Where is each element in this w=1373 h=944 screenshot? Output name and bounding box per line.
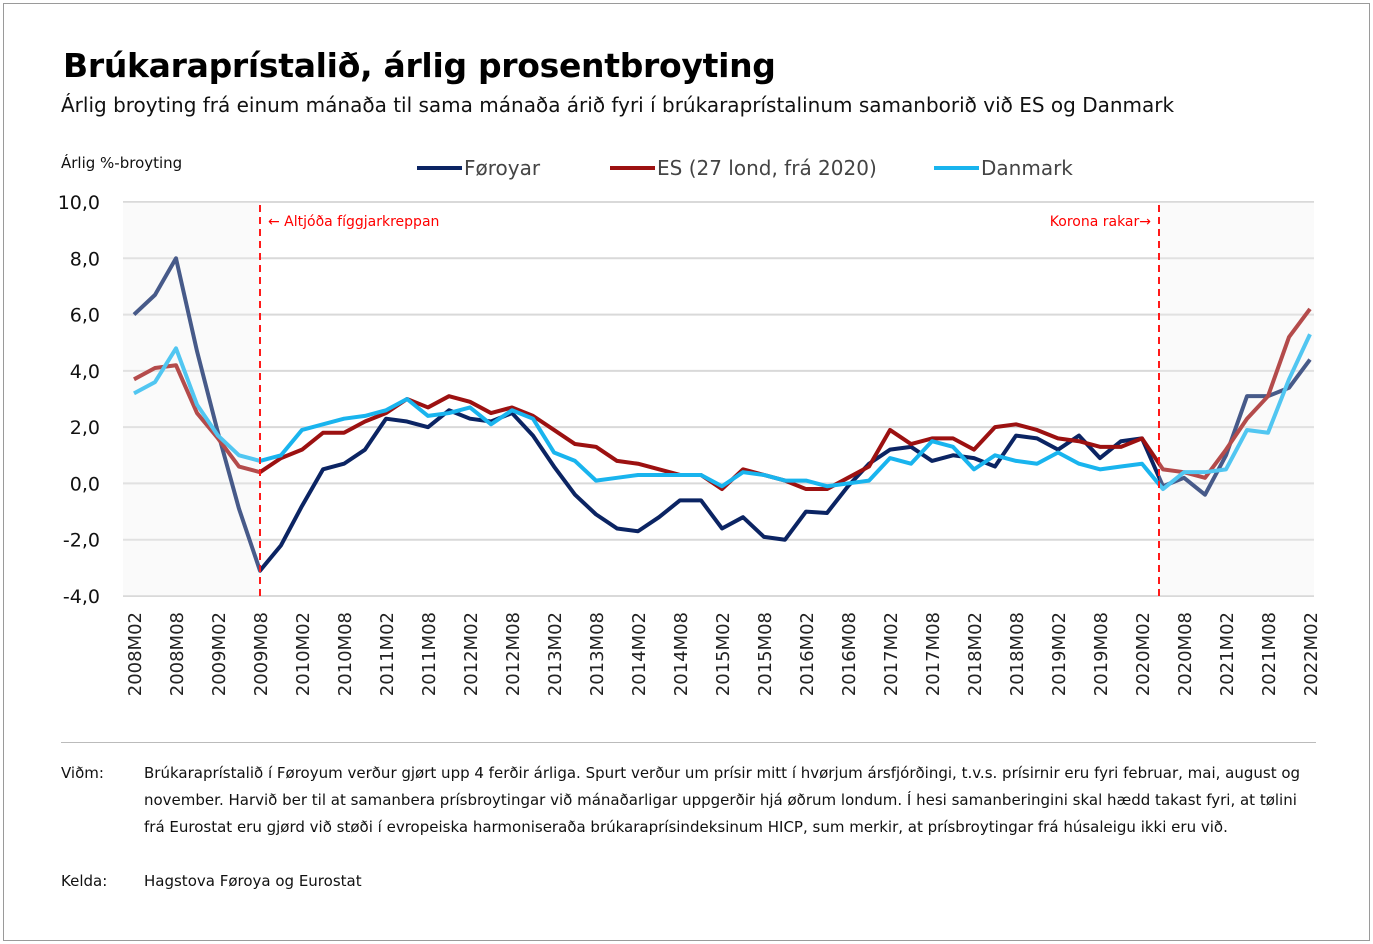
x-tick-label: 2019M02 — [1049, 612, 1070, 696]
divider — [61, 742, 1316, 743]
x-tick-label: 2010M08 — [335, 612, 356, 696]
x-tick-label: 2014M02 — [629, 612, 650, 696]
chart-frame: Brúkaraprístalið, árlig prosentbroyting … — [3, 3, 1370, 941]
x-tick-label: 2016M02 — [797, 612, 818, 696]
y-tick-label: 0,0 — [70, 473, 100, 495]
annotation-finance-crisis: ← Altjóða fíggjarkreppan — [268, 214, 439, 230]
notes: Viðm: Brúkaraprístalið í Føroyum verður … — [61, 760, 1314, 841]
y-tick-label: -4,0 — [63, 586, 100, 608]
chart-title: Brúkaraprístalið, árlig prosentbroyting — [63, 46, 776, 85]
x-tick-label: 2017M02 — [881, 612, 902, 696]
line-chart: 10,0 8,0 6,0 4,0 2,0 0,0 -2,0 -4,0 Árlig %-broyt… — [58, 153, 1322, 696]
legend-label: ES (27 lond, frá 2020) — [657, 156, 877, 180]
annotation-corona: Korona rakar→ — [1050, 214, 1151, 230]
x-tick-label: 2011M02 — [377, 612, 398, 696]
x-tick-label: 2012M08 — [503, 612, 524, 696]
x-tick-label: 2020M02 — [1133, 612, 1154, 696]
y-tick-label: 2,0 — [70, 417, 100, 439]
x-tick-label: 2017M08 — [923, 612, 944, 696]
x-tick-label: 2018M08 — [1007, 612, 1028, 696]
x-tick-label: 2008M02 — [125, 612, 146, 696]
y-tick-label: 4,0 — [70, 361, 100, 383]
x-tick-label: 2010M02 — [293, 612, 314, 696]
legend-label: Danmark — [981, 156, 1073, 180]
y-tick-label: -2,0 — [63, 530, 100, 552]
x-tick-label: 2022M02 — [1301, 612, 1322, 696]
y-tick-label: 6,0 — [70, 305, 100, 327]
x-tick-label: 2019M08 — [1091, 612, 1112, 696]
x-tick-label: 2021M08 — [1259, 612, 1280, 696]
x-tick-label: 2016M08 — [839, 612, 860, 696]
series-line-0 — [132, 256, 1312, 573]
y-tick-label: 8,0 — [70, 248, 100, 270]
x-tick-label: 2008M08 — [167, 612, 188, 696]
notes-text: Brúkaraprístalið í Føroyum verður gjørt … — [144, 764, 1301, 836]
series-line-2 — [133, 333, 1312, 492]
shaded-region-right — [1159, 202, 1314, 596]
chart-subtitle: Árlig broyting frá einum mánaða til sama… — [61, 93, 1175, 117]
x-tick-label: 2012M02 — [461, 612, 482, 696]
x-tick-label: 2009M08 — [251, 612, 272, 696]
x-tick-label: 2015M02 — [713, 612, 734, 696]
fade-overlay-right — [1159, 202, 1314, 596]
x-tick-label: 2018M02 — [965, 612, 986, 696]
fade-overlay-left — [123, 202, 260, 596]
source: Kelda: Hagstova Føroya og Eurostat — [61, 872, 362, 890]
x-tick-label: 2009M02 — [209, 612, 230, 696]
y-axis-label: Árlig %-broyting — [61, 153, 182, 172]
source-label: Kelda: — [61, 872, 108, 890]
source-text: Hagstova Føroya og Eurostat — [144, 872, 362, 890]
x-tick-label: 2013M02 — [545, 612, 566, 696]
x-tick-label: 2013M08 — [587, 612, 608, 696]
x-tick-label: 2014M08 — [671, 612, 692, 696]
x-tick-label: 2015M08 — [755, 612, 776, 696]
legend-label: Føroyar — [464, 156, 541, 180]
series-line-1 — [133, 307, 1312, 492]
x-tick-label: 2020M08 — [1175, 612, 1196, 696]
notes-label: Viðm: — [61, 764, 104, 782]
y-tick-label: 10,0 — [58, 192, 100, 214]
x-tick-label: 2021M02 — [1217, 612, 1238, 696]
x-tick-label: 2011M08 — [419, 612, 440, 696]
